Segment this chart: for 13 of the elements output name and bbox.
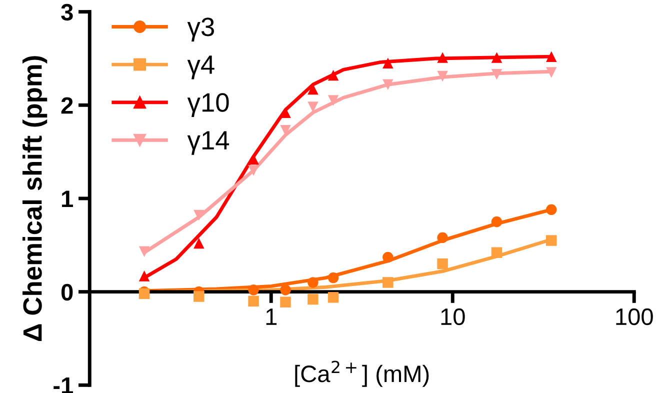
legend-label: γ4 [187,56,214,80]
legend-label: γ14 [187,131,230,155]
legend-label: γ3 [187,18,214,42]
x-axis-title: [Ca$^{2+}$] (mM) [295,360,429,387]
y-tick-label: 2 [61,97,73,114]
y-tick-label: 1 [62,190,74,208]
legend-label: γ10 [187,93,229,118]
y-axis-title: Δ Chemical shift (ppm) [22,56,48,342]
x-tick-label: 1 [266,308,277,325]
y-tick-label: 0 [61,284,73,301]
x-tick-label: 100 [616,308,653,326]
y-tick-label: 3 [61,4,73,21]
x-tick-label: 10 [441,308,465,326]
